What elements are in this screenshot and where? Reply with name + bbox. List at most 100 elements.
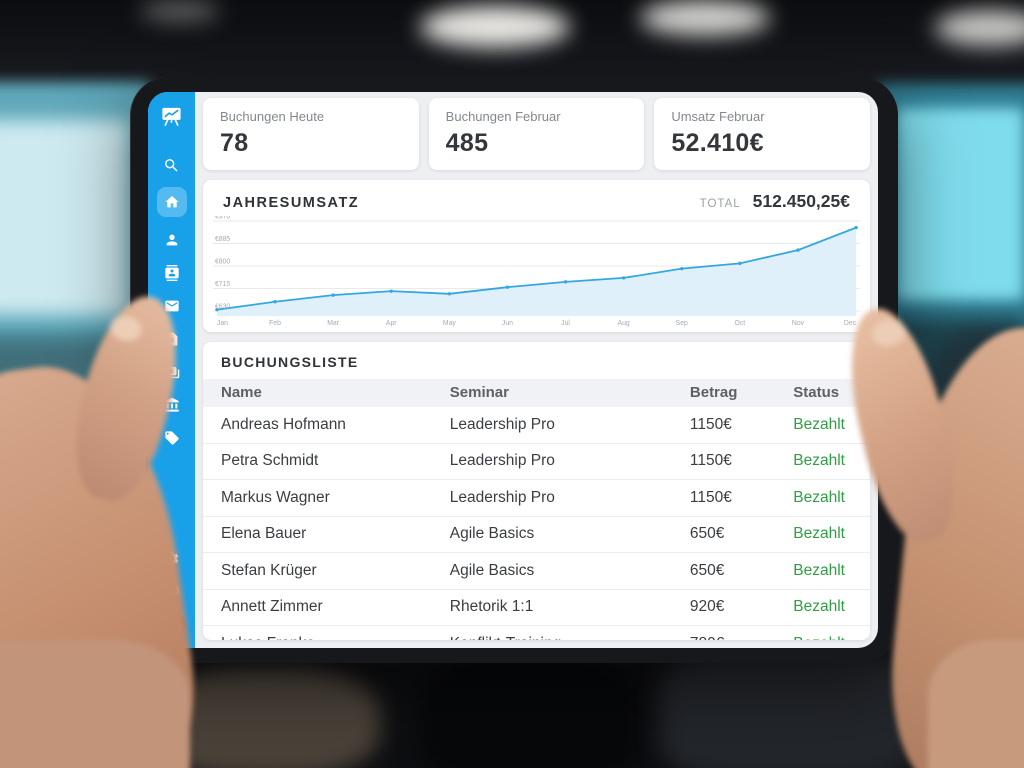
sidebar-item-payments[interactable] xyxy=(157,360,187,384)
main-content: Buchungen Heute 78 Buchungen Februar 485… xyxy=(195,92,878,648)
chart-title: JAHRESUMSATZ xyxy=(223,195,360,211)
person-icon xyxy=(166,234,177,246)
contacts-icon xyxy=(164,265,179,281)
stat-label: Buchungen Heute xyxy=(220,109,325,124)
svg-text:Sep: Sep xyxy=(676,320,688,327)
background-chair xyxy=(420,658,640,768)
background-red-blob xyxy=(0,495,35,580)
svg-text:€800: €800 xyxy=(215,258,230,265)
background-screen-left-glow xyxy=(0,120,130,315)
booking-seminar: Konflikt-Training xyxy=(450,635,690,640)
tablet-device: $ xyxy=(130,77,898,663)
search-icon xyxy=(165,158,178,172)
sidebar-item-mail[interactable] xyxy=(157,294,187,318)
svg-text:Apr: Apr xyxy=(386,320,397,327)
booking-name: Andreas Hofmann xyxy=(221,415,346,433)
svg-text:Jun: Jun xyxy=(502,320,513,327)
booking-status: Bezahlt xyxy=(793,452,845,470)
svg-text:?: ? xyxy=(169,586,175,596)
booking-name: Annett Zimmer xyxy=(221,598,323,616)
booking-status: Bezahlt xyxy=(793,525,845,543)
svg-text:May: May xyxy=(443,320,456,327)
stat-value: 52.410€ xyxy=(671,129,764,157)
booking-name: Markus Wagner xyxy=(221,488,330,506)
stat-label: Buchungen Februar xyxy=(445,109,561,124)
background-head-silhouette xyxy=(928,330,1024,445)
sidebar-item-contacts[interactable] xyxy=(157,261,187,285)
booking-name: Lukas Franke xyxy=(203,635,450,640)
invoice-icon: $ xyxy=(166,332,177,346)
tag-icon xyxy=(164,431,179,445)
booking-amount: 780€ xyxy=(690,635,793,640)
mail-icon xyxy=(164,300,179,312)
table-header: Name Seminar Betrag Status xyxy=(203,379,870,407)
chart-header: JAHRESUMSATZ TOTAL 512.450,25€ xyxy=(213,191,860,212)
sidebar-item-bank[interactable] xyxy=(157,393,187,417)
sidebar-item-help[interactable]: ? xyxy=(157,579,187,603)
svg-text:Nov: Nov xyxy=(792,320,805,327)
table-row: Andreas Hofmann Leadership Pro 1150€ Bezahl… xyxy=(203,407,870,444)
booking-status: Bezahlt xyxy=(793,561,845,579)
sidebar-item-invoice[interactable]: $ xyxy=(157,327,187,351)
ceiling-light xyxy=(935,10,1024,46)
booking-seminar: Agile Basics xyxy=(449,561,535,579)
stat-value: 485 xyxy=(445,129,489,157)
annual-revenue-card: JAHRESUMSATZ TOTAL 512.450,25€ €970 €885 €… xyxy=(203,180,870,332)
booking-seminar: Leadership Pro xyxy=(449,452,555,470)
column-header-name: Name xyxy=(221,384,262,401)
sidebar-item-tag[interactable] xyxy=(157,426,187,450)
svg-text:Aug: Aug xyxy=(618,320,630,327)
sidebar-item-person[interactable] xyxy=(157,228,187,252)
sidebar-item-search[interactable] xyxy=(157,153,187,177)
svg-text:$: $ xyxy=(170,337,174,344)
chart-total: TOTAL 512.450,25€ xyxy=(700,191,850,212)
total-label: TOTAL xyxy=(699,198,741,210)
table-row: Lukas FrankeKonflikt-Training780€Bezahlt xyxy=(203,626,870,640)
svg-text:€630: €630 xyxy=(215,303,230,310)
booking-name: Elena Bauer xyxy=(221,525,307,543)
svg-text:Jan: Jan xyxy=(217,320,228,327)
svg-text:€715: €715 xyxy=(215,281,230,288)
user-avatar[interactable] xyxy=(159,612,185,638)
home-icon xyxy=(164,196,179,208)
ceiling-light xyxy=(140,0,220,22)
booking-status: Bezahlt xyxy=(793,488,845,506)
table-body: Andreas Hofmann Leadership Pro 1150€ Bezahl… xyxy=(203,407,870,640)
gear-icon xyxy=(164,551,179,565)
booking-amount: 1150€ xyxy=(689,452,732,470)
sidebar-item-home[interactable] xyxy=(156,187,187,217)
booking-name: Stefan Krüger xyxy=(221,561,317,579)
svg-text:€885: €885 xyxy=(215,236,230,243)
booking-amount: 1150€ xyxy=(689,415,732,433)
svg-text:Oct: Oct xyxy=(735,320,746,327)
stat-label: Umsatz Februar xyxy=(671,109,765,124)
stats-row: Buchungen Heute 78 Buchungen Februar 485… xyxy=(203,98,871,170)
app-screen: $ xyxy=(148,92,878,648)
booking-amount: 1150€ xyxy=(689,488,732,506)
payments-icon xyxy=(163,366,180,378)
booking-amount: 920€ xyxy=(689,598,725,616)
sidebar-item-presentation-chart[interactable] xyxy=(157,102,187,130)
booking-seminar: Rhetorik 1:1 xyxy=(449,598,534,616)
table-row: Stefan Krüger Agile Basics 650€ Bezahlt xyxy=(203,553,870,590)
booking-name: Petra Schmidt xyxy=(221,452,319,470)
table-title: BUCHUNGSLISTE xyxy=(221,354,359,370)
sidebar-item-settings[interactable] xyxy=(157,546,187,570)
stat-value: 78 xyxy=(220,129,249,157)
booking-amount: 650€ xyxy=(689,561,725,579)
booking-amount: 650€ xyxy=(689,525,725,543)
table-row: Markus Wagner Leadership Pro 1150€ Bezahlt xyxy=(203,480,870,517)
sidebar: $ xyxy=(148,92,195,648)
booking-seminar: Leadership Pro xyxy=(449,415,555,433)
booking-status: Bezahlt xyxy=(793,598,845,616)
total-value: 512.450,25€ xyxy=(752,191,850,211)
stat-card-bookings-february: Buchungen Februar 485 xyxy=(428,98,645,170)
svg-text:€970: €970 xyxy=(215,216,230,221)
svg-text:Dec: Dec xyxy=(844,320,857,327)
background-screen-right-glow xyxy=(896,108,1024,300)
stat-card-bookings-today: Buchungen Heute 78 xyxy=(203,98,419,170)
bookings-list-card: BUCHUNGSLISTE Name Seminar Betrag Status An… xyxy=(203,342,870,640)
booking-seminar: Agile Basics xyxy=(449,525,535,543)
svg-text:Feb: Feb xyxy=(269,320,281,327)
